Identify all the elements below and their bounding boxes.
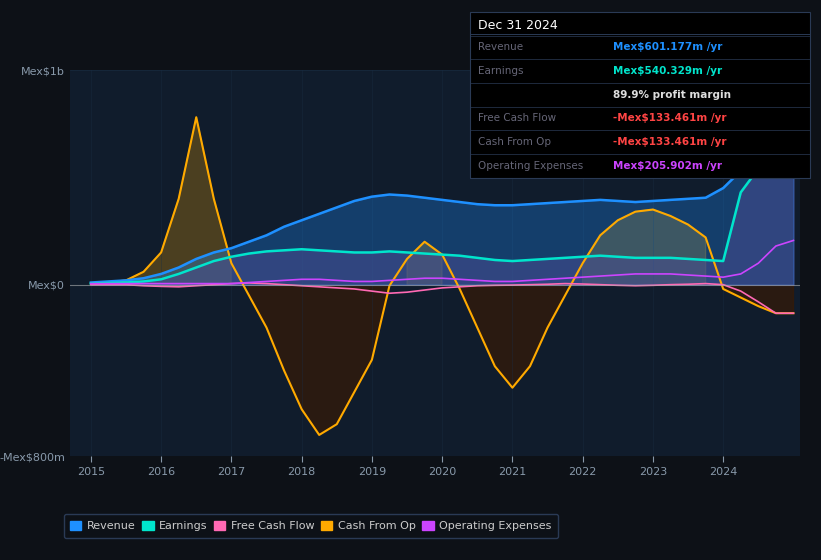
- Text: Revenue: Revenue: [478, 43, 523, 53]
- Text: Mex$540.329m /yr: Mex$540.329m /yr: [613, 66, 722, 76]
- Text: -Mex$133.461m /yr: -Mex$133.461m /yr: [613, 113, 727, 123]
- Legend: Revenue, Earnings, Free Cash Flow, Cash From Op, Operating Expenses: Revenue, Earnings, Free Cash Flow, Cash …: [64, 514, 558, 538]
- Text: Cash From Op: Cash From Op: [478, 137, 551, 147]
- Text: Operating Expenses: Operating Expenses: [478, 161, 583, 171]
- Text: Mex$601.177m /yr: Mex$601.177m /yr: [613, 43, 722, 53]
- Text: Mex$205.902m /yr: Mex$205.902m /yr: [613, 161, 722, 171]
- Text: Earnings: Earnings: [478, 66, 523, 76]
- Text: Dec 31 2024: Dec 31 2024: [478, 19, 557, 32]
- Text: 89.9% profit margin: 89.9% profit margin: [613, 90, 732, 100]
- Text: Free Cash Flow: Free Cash Flow: [478, 113, 556, 123]
- Text: -Mex$133.461m /yr: -Mex$133.461m /yr: [613, 137, 727, 147]
